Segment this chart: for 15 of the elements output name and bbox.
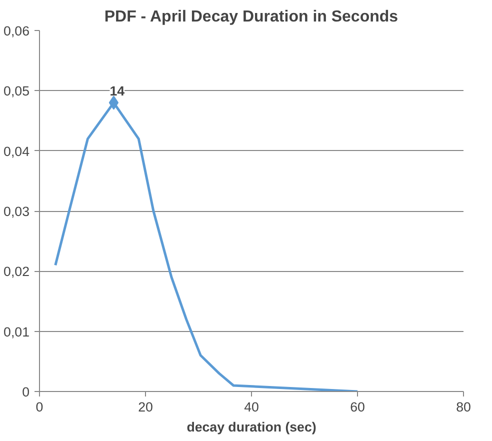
- y-tick-label: 0,05: [4, 84, 30, 99]
- x-tick-label: 40: [244, 400, 259, 414]
- x-tick-label: 0: [36, 400, 44, 414]
- x-axis-title: decay duration (sec): [186, 420, 316, 434]
- y-tick-label: 0,04: [4, 144, 30, 159]
- y-tick-label: 0: [22, 384, 30, 400]
- y-tick-label: 0,02: [4, 264, 30, 280]
- x-tick-label: 80: [456, 400, 471, 414]
- x-tick-label: 20: [138, 400, 153, 414]
- chart-title: PDF - April Decay Duration in Seconds: [104, 8, 398, 26]
- y-tick-label: 0,03: [4, 204, 30, 219]
- x-tick-label: 60: [350, 400, 365, 414]
- y-tick-label: 0,01: [4, 324, 30, 340]
- annotation: 14: [110, 84, 126, 99]
- y-tick-label: 0,06: [4, 24, 30, 38]
